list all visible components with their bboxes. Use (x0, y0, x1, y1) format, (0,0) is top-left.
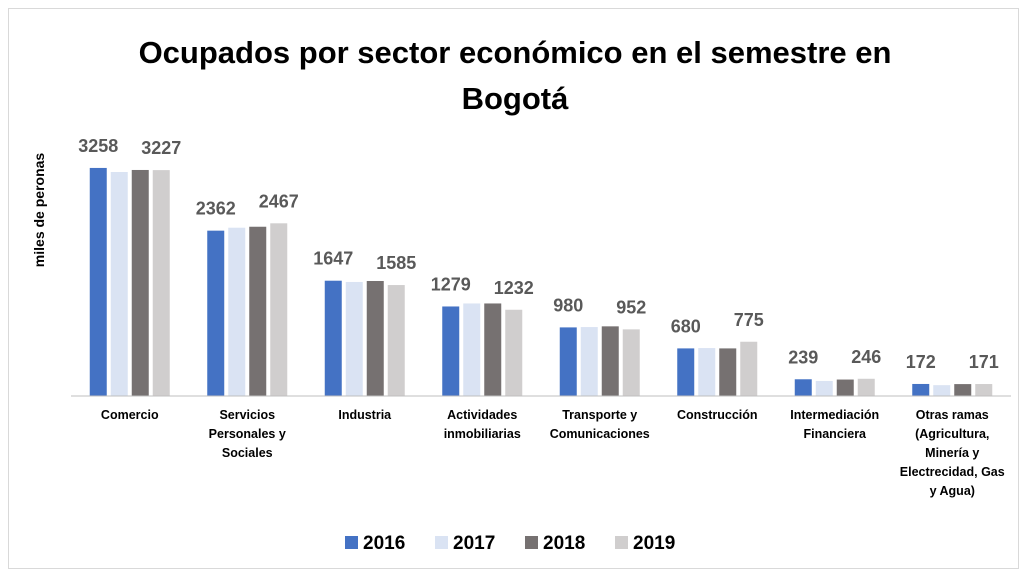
legend-swatch (345, 536, 358, 549)
bar (366, 280, 384, 396)
bar (89, 167, 107, 396)
data-label: 3258 (78, 136, 118, 156)
bar (442, 306, 460, 396)
legend-label: 2016 (363, 533, 405, 554)
data-label: 2362 (196, 199, 236, 219)
bar (836, 379, 854, 396)
x-tick-label: Construcción (676, 408, 758, 422)
x-tick-label: Actividades inmobiliarias (443, 408, 521, 441)
bar (152, 170, 170, 396)
legend-label: 2019 (633, 533, 675, 554)
x-tick-label: Intermediación Financiera (790, 408, 880, 441)
bar (857, 378, 875, 396)
legend-swatch (435, 536, 448, 549)
bar (622, 329, 640, 396)
data-label: 775 (734, 310, 764, 330)
data-label: 239 (788, 347, 818, 367)
data-label: 1279 (431, 274, 471, 294)
y-axis-label: miles de peronas (31, 153, 47, 268)
bar (249, 226, 267, 396)
data-label: 171 (969, 352, 999, 372)
bar (505, 309, 523, 396)
bar (740, 341, 758, 396)
x-tick-label: Industria (338, 408, 392, 422)
bar (698, 348, 716, 396)
legend-label: 2018 (543, 533, 585, 554)
data-label: 3227 (141, 138, 181, 158)
bar (228, 227, 246, 396)
bar (794, 379, 812, 396)
bar (815, 380, 833, 396)
data-label: 680 (671, 316, 701, 336)
bar (463, 303, 481, 396)
data-label: 1585 (376, 253, 416, 273)
legend-swatch (615, 536, 628, 549)
bar (110, 172, 128, 396)
bar (207, 230, 225, 396)
chart-title: Ocupados por sector económico en el seme… (138, 35, 892, 116)
data-label: 246 (851, 347, 881, 367)
bar (975, 384, 993, 396)
chart-frame (8, 8, 1019, 569)
legend-label: 2017 (453, 533, 495, 554)
x-tick-label: Transporte y Comunicaciones (549, 408, 650, 441)
bar (484, 303, 502, 396)
bar (601, 326, 619, 396)
data-label: 952 (616, 297, 646, 317)
bar (131, 169, 149, 396)
data-label: 980 (553, 295, 583, 315)
legend-swatch (525, 536, 538, 549)
x-tick-label: Servicios Personales y Sociales (208, 408, 286, 460)
bar (580, 327, 598, 396)
data-label: 1647 (313, 249, 353, 269)
bar (270, 223, 288, 396)
data-label: 172 (906, 352, 936, 372)
data-label: 2467 (259, 191, 299, 211)
bar (954, 384, 972, 396)
data-label: 1232 (494, 278, 534, 298)
bar (324, 280, 342, 396)
bar (559, 327, 577, 396)
bar (933, 385, 951, 396)
bar (677, 348, 695, 396)
x-tick-label: Comercio (100, 408, 159, 422)
bar (719, 348, 737, 396)
bar (345, 281, 363, 396)
bar (387, 285, 405, 396)
bar (912, 383, 930, 396)
x-tick-label: Otras ramas (Agricultura, Minería y Elec… (899, 408, 1005, 498)
